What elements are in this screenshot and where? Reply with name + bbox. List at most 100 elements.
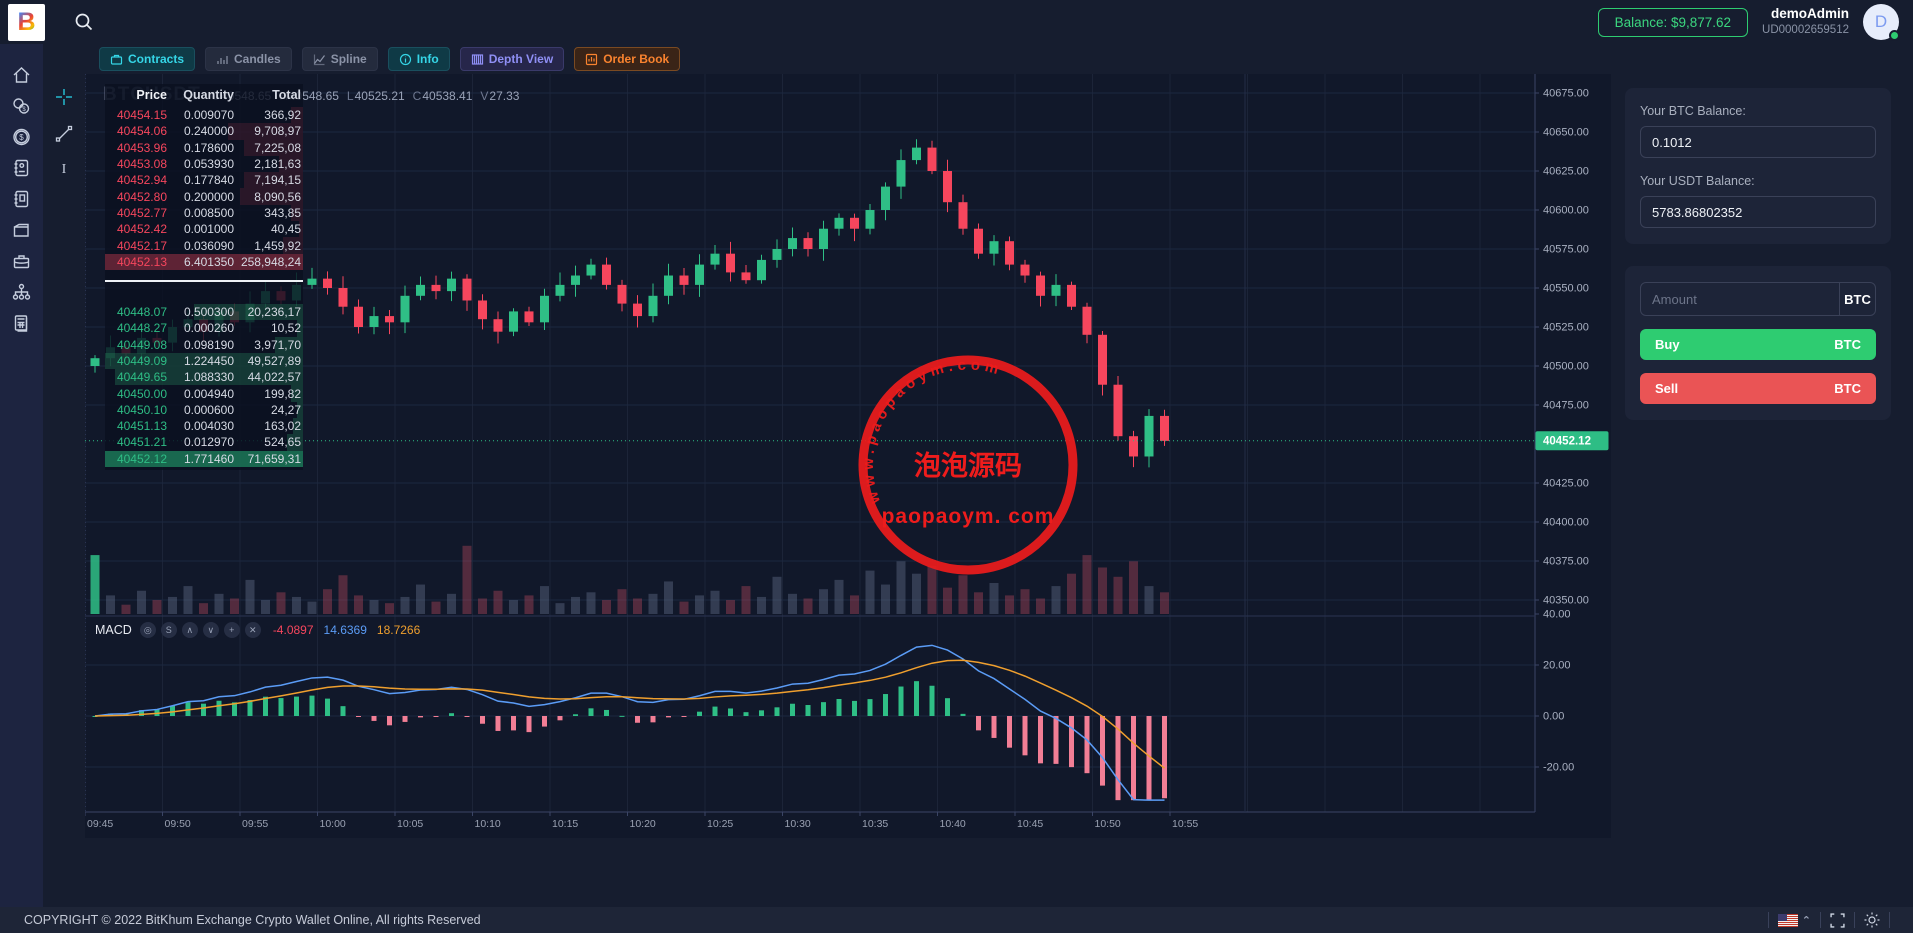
bid-row[interactable]: 40449.65 1.088330 44,022,57	[105, 369, 303, 386]
ob-qty: 0.000260	[183, 321, 234, 336]
tab-order-book[interactable]: Order Book	[574, 47, 681, 71]
tab-label: Contracts	[128, 52, 185, 66]
ohlc-c: C40538.41	[412, 89, 473, 103]
macd-eye-button[interactable]: ◎	[139, 622, 156, 638]
sidebar-item-home[interactable]	[6, 64, 37, 85]
tab-depth-view[interactable]: Depth View	[459, 47, 565, 71]
usdt-balance-label: Your USDT Balance:	[1640, 174, 1755, 188]
svg-text:$: $	[19, 133, 24, 142]
coins-icon: $	[13, 97, 30, 114]
language-selector[interactable]: ⌃	[1777, 913, 1811, 927]
depth-bar	[291, 107, 303, 124]
usdt-balance-field[interactable]	[1640, 196, 1876, 228]
topbar: B Balance: $9,877.62 demoAdmin UD0000265…	[0, 0, 1913, 44]
svg-text:-20.00: -20.00	[1543, 762, 1574, 774]
ob-price: 40449.09	[116, 354, 167, 368]
svg-text:$: $	[22, 107, 26, 113]
depth-bar	[227, 123, 303, 140]
bid-row[interactable]: 40451.13 0.004030 163,02	[105, 418, 303, 435]
sidebar-item-dollar[interactable]: $	[6, 126, 37, 147]
sidebar-item-journal[interactable]	[6, 188, 37, 209]
ask-row[interactable]: 40453.08 0.053930 2,181,63	[105, 155, 303, 173]
app-logo[interactable]: B	[8, 3, 45, 41]
svg-text:10:00: 10:00	[320, 818, 346, 830]
trendline-tool-icon[interactable]	[55, 125, 73, 148]
tab-label: Candles	[234, 52, 281, 66]
fullscreen-button[interactable]	[1830, 912, 1845, 928]
tab-spline[interactable]: Spline	[301, 47, 378, 71]
ohlc-l: L40525.21	[346, 89, 405, 103]
ask-row[interactable]: 40452.80 0.200000 8,090,56	[105, 188, 303, 205]
svg-text:40550.00: 40550.00	[1543, 283, 1589, 295]
btc-balance-field[interactable]	[1640, 126, 1876, 158]
macd-down-button[interactable]: ∨	[202, 622, 219, 638]
calculator-icon	[14, 314, 28, 332]
macd-close-button[interactable]: ✕	[244, 622, 261, 638]
line-chart-icon	[313, 54, 325, 65]
ob-qty: 0.008500	[183, 205, 234, 220]
depth-bar	[291, 204, 303, 222]
tab-candles[interactable]: Candles	[205, 47, 292, 71]
fullscreen-icon	[1830, 912, 1845, 928]
sidebar-item-calculator[interactable]	[6, 312, 37, 333]
orderbook-col-quantity: Quantity	[183, 88, 234, 102]
ask-row[interactable]: 40454.15 0.009070 366,92	[105, 107, 303, 124]
tab-info[interactable]: Info	[387, 47, 450, 71]
svg-text:40575.00: 40575.00	[1543, 244, 1589, 256]
sell-button[interactable]: Sell BTC	[1640, 373, 1876, 404]
ask-row[interactable]: 40452.42 0.001000 40,45	[105, 221, 303, 238]
ask-row[interactable]: 40452.77 0.008500 343,85	[105, 204, 303, 222]
bid-row[interactable]: 40452.12 1.771460 71,659,31	[105, 450, 303, 467]
ask-row[interactable]: 40454.06 0.240000 9,708,97	[105, 123, 303, 140]
search-icon[interactable]	[73, 11, 95, 33]
ask-row[interactable]: 40452.17 0.036090 1,459,92	[105, 237, 303, 254]
macd-plus-button[interactable]: +	[223, 622, 240, 638]
price-chart[interactable]: 40675.00 40650.00 40625.00 40600.00 40575.00…	[85, 74, 1611, 834]
bid-row[interactable]: 40450.00 0.004940 199,82	[105, 385, 303, 402]
info-icon	[399, 53, 411, 65]
bid-row[interactable]: 40449.09 1.224450 49,527,89	[105, 352, 303, 370]
svg-text:10:10: 10:10	[475, 818, 501, 830]
copyright-text: COPYRIGHT © 2022 BitKhum Exchange Crypto…	[24, 913, 481, 927]
user-block: demoAdmin UD00002659512	[1762, 6, 1849, 37]
ask-row[interactable]: 40452.13 6.401350 258,948,24	[105, 253, 303, 270]
bid-row[interactable]: 40450.10 0.000600 24,27	[105, 401, 303, 419]
macd-up-button[interactable]: ∧	[181, 622, 198, 638]
ob-price: 40452.77	[116, 205, 167, 220]
bid-row[interactable]: 40448.27 0.000260 10,52	[105, 320, 303, 337]
sidebar-item-contacts[interactable]	[6, 157, 37, 178]
text-tool-icon[interactable]: I	[61, 162, 67, 177]
sidebar-item-network[interactable]	[6, 281, 37, 302]
buy-button[interactable]: Buy BTC	[1640, 329, 1876, 360]
orderbook-spread-divider	[105, 279, 303, 282]
amount-input[interactable]	[1641, 283, 1839, 315]
tab-contracts[interactable]: Contracts	[99, 47, 196, 71]
svg-text:09:45: 09:45	[87, 818, 113, 830]
ob-total: 40,45	[270, 222, 301, 237]
sidebar-item-coins[interactable]: $	[6, 95, 37, 116]
wallet-icon	[13, 223, 29, 237]
ask-row[interactable]: 40452.94 0.177840 7,194,15	[105, 172, 303, 189]
avatar[interactable]: D	[1863, 4, 1900, 41]
depth-bar	[293, 418, 303, 435]
sidebar-item-wallet[interactable]	[6, 219, 37, 240]
crosshair-tool-icon[interactable]	[55, 88, 73, 111]
ob-total: 2,181,63	[254, 157, 301, 172]
ask-row[interactable]: 40453.96 0.178600 7,225,08	[105, 139, 303, 156]
ob-qty: 0.036090	[183, 238, 234, 253]
tab-label: Spline	[330, 52, 367, 66]
bid-row[interactable]: 40449.08 0.098190 3,971,70	[105, 336, 303, 353]
tab-label: Order Book	[603, 52, 670, 66]
ob-qty: 1.224450	[183, 354, 234, 368]
macd-value-1: 14.6369	[323, 623, 367, 637]
bid-row[interactable]: 40448.07 0.500300 20,236,17	[105, 303, 303, 321]
bid-row[interactable]: 40451.21 0.012970 524,65	[105, 434, 303, 451]
ob-qty: 0.500300	[183, 305, 234, 320]
svg-text:40675.00: 40675.00	[1543, 88, 1589, 100]
macd-settings-button[interactable]: S	[160, 622, 177, 638]
theme-toggle[interactable]	[1864, 912, 1880, 928]
balance-pill[interactable]: Balance: $9,877.62	[1597, 7, 1749, 37]
ob-total: 9,708,97	[254, 124, 301, 139]
sidebar-item-briefcase[interactable]	[6, 250, 37, 271]
depth-bar	[114, 369, 303, 386]
